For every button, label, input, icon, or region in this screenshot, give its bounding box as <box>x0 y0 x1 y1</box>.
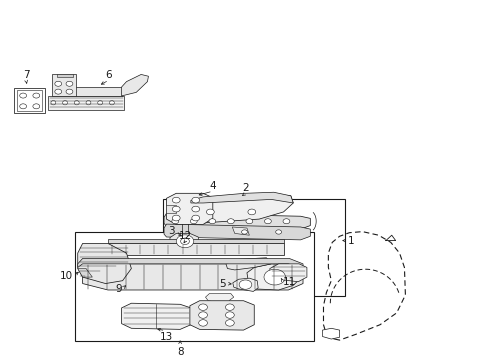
Polygon shape <box>163 213 310 229</box>
Text: 10: 10 <box>60 271 73 282</box>
Circle shape <box>55 81 61 86</box>
Bar <box>75 231 313 341</box>
Text: 12: 12 <box>178 231 191 241</box>
Text: 7: 7 <box>22 70 29 80</box>
Ellipse shape <box>98 100 102 105</box>
Circle shape <box>191 206 199 212</box>
Text: 5: 5 <box>219 279 225 289</box>
Polygon shape <box>48 96 124 109</box>
Circle shape <box>66 89 73 94</box>
Circle shape <box>247 209 255 215</box>
Polygon shape <box>52 74 76 96</box>
Polygon shape <box>246 264 300 290</box>
Polygon shape <box>163 224 310 240</box>
Polygon shape <box>185 195 293 224</box>
Text: 3: 3 <box>168 226 175 235</box>
Polygon shape <box>14 88 44 113</box>
Circle shape <box>172 206 180 212</box>
Circle shape <box>33 104 40 109</box>
Ellipse shape <box>86 100 91 105</box>
Polygon shape <box>225 258 271 270</box>
Circle shape <box>225 320 234 326</box>
Circle shape <box>225 304 234 310</box>
Polygon shape <box>322 328 339 339</box>
Circle shape <box>172 197 180 203</box>
Circle shape <box>241 230 247 234</box>
Polygon shape <box>108 239 283 243</box>
Circle shape <box>190 219 197 224</box>
Polygon shape <box>82 264 303 290</box>
Polygon shape <box>232 278 258 291</box>
Circle shape <box>180 238 189 244</box>
Circle shape <box>171 219 178 224</box>
Circle shape <box>264 269 285 285</box>
Circle shape <box>66 81 73 86</box>
Text: 9: 9 <box>115 284 122 294</box>
Polygon shape <box>78 269 92 277</box>
Circle shape <box>275 230 281 234</box>
Circle shape <box>239 280 251 289</box>
Polygon shape <box>57 74 73 77</box>
Text: 6: 6 <box>105 70 112 80</box>
Circle shape <box>176 235 193 248</box>
Text: 13: 13 <box>160 332 173 342</box>
Circle shape <box>264 219 271 224</box>
Circle shape <box>227 219 234 224</box>
Polygon shape <box>122 303 190 329</box>
Polygon shape <box>166 193 212 225</box>
Circle shape <box>283 219 289 224</box>
Polygon shape <box>78 243 131 284</box>
Text: 8: 8 <box>177 347 183 356</box>
Polygon shape <box>53 87 122 96</box>
Circle shape <box>198 304 207 310</box>
Circle shape <box>20 104 26 109</box>
Polygon shape <box>166 205 176 213</box>
Circle shape <box>206 209 214 215</box>
Text: 11: 11 <box>282 277 295 287</box>
Text: 2: 2 <box>242 183 248 193</box>
Circle shape <box>191 197 199 203</box>
Polygon shape <box>189 301 254 330</box>
Circle shape <box>191 215 199 221</box>
Circle shape <box>225 312 234 318</box>
Polygon shape <box>190 192 293 203</box>
Ellipse shape <box>51 100 56 105</box>
Circle shape <box>33 93 40 98</box>
Ellipse shape <box>74 100 79 105</box>
Polygon shape <box>205 293 233 301</box>
Polygon shape <box>78 258 303 269</box>
Circle shape <box>198 312 207 318</box>
Circle shape <box>20 93 26 98</box>
Polygon shape <box>122 75 148 96</box>
Polygon shape <box>17 90 42 111</box>
Polygon shape <box>269 264 306 282</box>
Circle shape <box>245 219 252 224</box>
Circle shape <box>208 219 215 224</box>
Bar <box>162 199 344 296</box>
Circle shape <box>198 320 207 326</box>
Polygon shape <box>232 227 249 235</box>
Ellipse shape <box>109 100 114 105</box>
Polygon shape <box>169 233 199 251</box>
Circle shape <box>172 215 180 221</box>
Text: 4: 4 <box>209 181 216 191</box>
Ellipse shape <box>62 100 67 105</box>
Text: 1: 1 <box>347 235 354 246</box>
Polygon shape <box>108 243 283 255</box>
Circle shape <box>55 89 61 94</box>
